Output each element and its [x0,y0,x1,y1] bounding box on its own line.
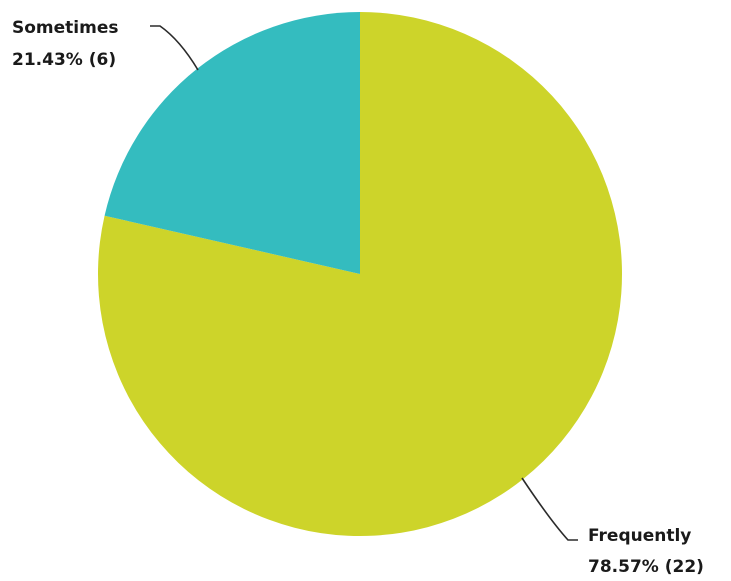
slice-name-sometimes: Sometimes [12,18,118,38]
leader-line-sometimes [150,25,199,71]
pie-slices [97,12,623,537]
slice-label-sometimes: Sometimes 21.43% (6) [12,18,199,71]
pie-slice-frequently [97,12,623,537]
slice-value-sometimes: 21.43% (6) [12,50,116,70]
slice-label-frequently: Frequently 78.57% (22) [521,477,704,577]
slice-name-frequently: Frequently [588,526,691,546]
slice-value-frequently: 78.57% (22) [588,557,704,577]
pie-slice-sometimes [104,12,361,274]
leader-line-frequently [521,477,578,541]
